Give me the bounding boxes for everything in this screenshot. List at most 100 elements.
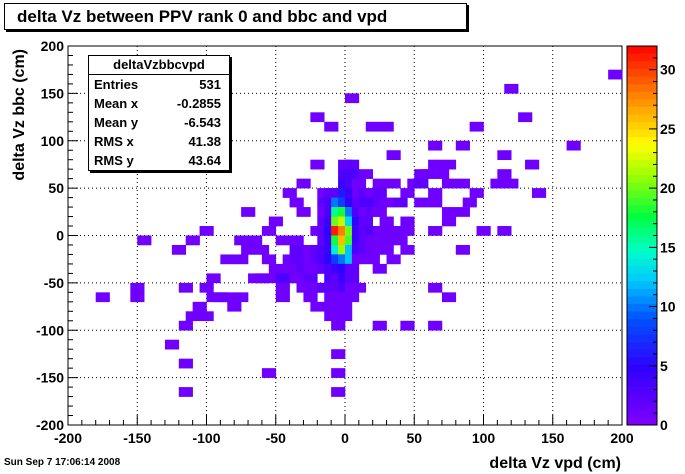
heatmap-cell bbox=[386, 150, 401, 160]
heatmap-cell bbox=[525, 159, 540, 170]
heatmap-cell bbox=[400, 320, 415, 331]
heatmap-cell bbox=[345, 273, 360, 284]
heatmap-cell bbox=[441, 216, 457, 227]
heatmap-cell bbox=[400, 216, 415, 227]
color-bar-segment bbox=[627, 167, 657, 176]
stats-value: 41.38 bbox=[188, 134, 221, 149]
heatmap-cell bbox=[400, 188, 415, 198]
color-bar-segment bbox=[627, 409, 657, 418]
y-tick-label: 200 bbox=[41, 38, 65, 54]
heatmap-cell bbox=[441, 178, 457, 189]
heatmap-cell bbox=[428, 140, 443, 151]
heatmap-cell bbox=[504, 178, 519, 189]
heatmap-cell bbox=[379, 235, 394, 246]
color-bar-segment bbox=[627, 220, 657, 229]
heatmap-cell bbox=[455, 140, 470, 151]
color-bar-segment bbox=[627, 99, 657, 107]
stats-box: deltaVzbbcvpd Entries 531 Mean x -0.2855… bbox=[88, 55, 230, 171]
color-bar-segment bbox=[627, 326, 657, 335]
heatmap-cell bbox=[310, 159, 325, 170]
heatmap-cell bbox=[185, 311, 200, 322]
stats-value: -6.543 bbox=[184, 115, 221, 130]
y-tick-label: 150 bbox=[41, 85, 65, 101]
heatmap-cell bbox=[345, 159, 360, 170]
heatmap-cell bbox=[428, 282, 443, 293]
heatmap-cell bbox=[171, 244, 187, 255]
heatmap-cell bbox=[296, 178, 311, 189]
color-bar-segment bbox=[627, 197, 657, 206]
color-bar-segment bbox=[627, 364, 657, 373]
heatmap-cell bbox=[372, 263, 387, 274]
color-bar-segment bbox=[627, 114, 657, 123]
x-tick-label: -200 bbox=[54, 430, 82, 446]
color-bar: 0 5 10 15 20 25 30 bbox=[626, 45, 676, 433]
heatmap-cell bbox=[261, 368, 277, 378]
heatmap-cell bbox=[379, 197, 394, 208]
heatmap-cell bbox=[185, 235, 200, 246]
heatmap-cell bbox=[351, 178, 367, 189]
heatmap-cell bbox=[268, 263, 283, 274]
color-bar-segment bbox=[627, 288, 657, 297]
color-bar-segment bbox=[627, 91, 657, 100]
stats-key: Mean x bbox=[94, 96, 139, 111]
color-bar-segment bbox=[627, 144, 657, 153]
heatmap-cell bbox=[358, 216, 373, 227]
heatmap-cell bbox=[365, 235, 380, 246]
heatmap-cell bbox=[254, 244, 270, 255]
heatmap-cell bbox=[324, 301, 339, 312]
color-bar-segment bbox=[627, 417, 657, 426]
heatmap-cell bbox=[365, 254, 380, 265]
x-tick-label: -50 bbox=[266, 430, 286, 446]
color-bar-segment bbox=[627, 303, 657, 312]
heatmap-cell bbox=[289, 197, 304, 208]
color-bar-segment bbox=[627, 83, 657, 92]
heatmap-cell bbox=[469, 121, 484, 132]
color-bar-segment bbox=[627, 349, 657, 358]
heatmap-cell bbox=[282, 263, 297, 274]
heatmap-cell bbox=[351, 254, 367, 265]
color-bar-segment bbox=[627, 46, 657, 54]
heatmap-cell bbox=[261, 226, 277, 236]
x-tick-label: 0 bbox=[341, 430, 349, 446]
heatmap-cell bbox=[386, 254, 401, 265]
color-bar-segment bbox=[627, 159, 657, 168]
color-bar-label: 25 bbox=[660, 121, 676, 137]
heatmap-cell bbox=[137, 235, 152, 246]
color-bar-segment bbox=[627, 136, 657, 145]
heatmap-cell bbox=[386, 178, 401, 189]
heatmap-cell bbox=[455, 207, 470, 217]
heatmap-cell bbox=[372, 226, 387, 236]
color-bar-segment bbox=[627, 235, 657, 244]
heatmap-cell bbox=[234, 292, 249, 303]
heatmap-cell bbox=[338, 301, 353, 312]
heatmap-cell bbox=[428, 320, 443, 331]
heatmap-cell bbox=[324, 121, 339, 132]
heatmap-cell bbox=[469, 188, 484, 198]
heatmap-cell bbox=[400, 244, 415, 255]
color-bar-segment bbox=[627, 273, 657, 282]
heatmap-cell bbox=[331, 349, 346, 359]
y-tick-label: 100 bbox=[41, 133, 65, 149]
heatmap-cell bbox=[248, 235, 263, 246]
heatmap-cell bbox=[289, 273, 304, 284]
color-bar-segment bbox=[627, 129, 657, 138]
heatmap-cell bbox=[441, 292, 457, 303]
heatmap-cell bbox=[372, 320, 387, 331]
heatmap-cell bbox=[345, 93, 360, 104]
x-tick-label: -100 bbox=[192, 430, 220, 446]
color-bar-segment bbox=[627, 205, 657, 214]
heatmap-cell bbox=[178, 282, 193, 293]
heatmap-cell bbox=[393, 197, 408, 208]
heatmap-cell bbox=[566, 140, 581, 151]
heatmap-cell bbox=[379, 244, 394, 255]
stats-value: 531 bbox=[199, 77, 221, 92]
heatmap-cell bbox=[303, 273, 318, 284]
heatmap-cell bbox=[421, 169, 436, 179]
heatmap-cell bbox=[455, 178, 470, 189]
heatmap-cells bbox=[95, 69, 623, 397]
heatmap-cell bbox=[345, 292, 360, 303]
heatmap-cell bbox=[289, 235, 304, 246]
color-bar-segment bbox=[627, 121, 657, 130]
heatmap-cell bbox=[289, 244, 304, 255]
color-bar-segment bbox=[627, 250, 657, 259]
